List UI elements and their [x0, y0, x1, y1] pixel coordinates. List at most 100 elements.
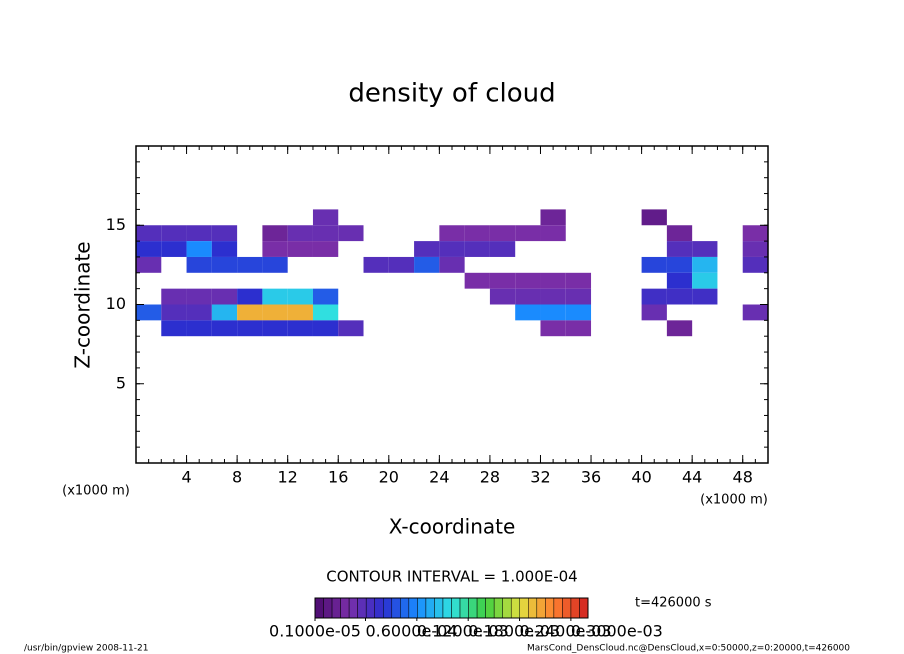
cell [742, 304, 768, 321]
colorbar-tick-label: 0.1200e-03 [417, 622, 509, 641]
x-unit: (x1000 m) [700, 493, 768, 508]
cell [186, 320, 212, 337]
cell [161, 241, 187, 257]
cell [312, 225, 339, 242]
colorbar-cell [357, 597, 367, 619]
cell [464, 225, 490, 242]
cell [136, 241, 162, 257]
cell [414, 256, 440, 273]
cell [211, 225, 238, 242]
colorbar-frame [314, 597, 589, 619]
colorbar-cell [502, 597, 512, 619]
x-tick-label: 36 [581, 468, 601, 487]
colorbar-cell [400, 597, 410, 619]
cell [186, 256, 212, 273]
colorbar-tick-label: 0.1000e-05 [269, 622, 361, 641]
cell [565, 272, 592, 289]
cell [287, 225, 313, 242]
cell [540, 209, 566, 226]
x-tick-label: 44 [682, 468, 702, 487]
cell [565, 320, 592, 337]
cell [666, 320, 693, 337]
cell [237, 256, 263, 273]
cell [692, 241, 718, 257]
cell [388, 256, 415, 273]
cell [742, 241, 768, 257]
cell [489, 288, 516, 305]
cell [161, 320, 187, 337]
cell [515, 225, 541, 242]
y-unit: (x1000 m) [62, 484, 130, 499]
colorbar-cell [323, 597, 333, 619]
cell [312, 320, 339, 337]
x-tick-label: 40 [631, 468, 651, 487]
cell [540, 304, 566, 321]
cell [439, 241, 465, 257]
x-axis-label: X-coordinate [389, 515, 516, 539]
colorbar-cell [562, 597, 572, 619]
colorbar-cell [536, 597, 546, 619]
cell [161, 288, 187, 305]
colorbar-cell [374, 597, 384, 619]
cell [515, 272, 541, 289]
colorbar-cell [476, 597, 486, 619]
contour-note: CONTOUR INTERVAL = 1.000E-04 [326, 568, 577, 586]
colorbar-cell [442, 597, 452, 619]
cell [262, 304, 288, 321]
cell [338, 320, 364, 337]
x-tick-label: 8 [232, 468, 242, 487]
colorbar-cell [459, 597, 469, 619]
cell [540, 272, 566, 289]
cell [312, 288, 339, 305]
colorbar-cell [425, 597, 435, 619]
cell [211, 304, 238, 321]
cell [489, 272, 516, 289]
colorbar-cell [391, 597, 401, 619]
cell [262, 256, 288, 273]
cell [641, 288, 667, 305]
colorbar-cell [451, 597, 461, 619]
x-tick-label: 32 [530, 468, 550, 487]
colorbar-cell [510, 597, 520, 619]
x-tick-label: 20 [379, 468, 399, 487]
cell [414, 241, 440, 257]
cell [565, 304, 592, 321]
colorbar-cell [348, 597, 358, 619]
colorbar-cell [553, 597, 563, 619]
cell [540, 225, 566, 242]
cell [186, 288, 212, 305]
colorbar-cell [519, 597, 529, 619]
x-tick-label: 16 [328, 468, 348, 487]
cell [136, 304, 162, 321]
colorbar-cell [340, 597, 350, 619]
cell [211, 320, 238, 337]
cell [237, 288, 263, 305]
colorbar-cell [493, 597, 503, 619]
colorbar-tick-label: 0.2400e-03 [520, 622, 612, 641]
cell [237, 304, 263, 321]
colorbar-cell [417, 597, 427, 619]
cell [464, 241, 490, 257]
y-axis-label: Z-coordinate [71, 241, 95, 368]
cell [641, 304, 667, 321]
cell [161, 304, 187, 321]
cell [540, 288, 566, 305]
cell [211, 288, 238, 305]
cell [641, 209, 667, 226]
cell [237, 320, 263, 337]
colorbar-cell [331, 597, 341, 619]
colorbar-cell [528, 597, 538, 619]
cell [489, 225, 516, 242]
cell [666, 288, 693, 305]
colorbar-tick-label: 0.6000e-04 [365, 622, 457, 641]
cell [515, 304, 541, 321]
cell [186, 241, 212, 257]
colorbar-cell [383, 597, 393, 619]
cell [338, 225, 364, 242]
cell [363, 256, 389, 273]
colorbar-cell [314, 597, 324, 619]
cell [312, 209, 339, 226]
colorbar-tick-label: 0.1800e-03 [468, 622, 560, 641]
cell [540, 320, 566, 337]
cell [136, 225, 162, 242]
